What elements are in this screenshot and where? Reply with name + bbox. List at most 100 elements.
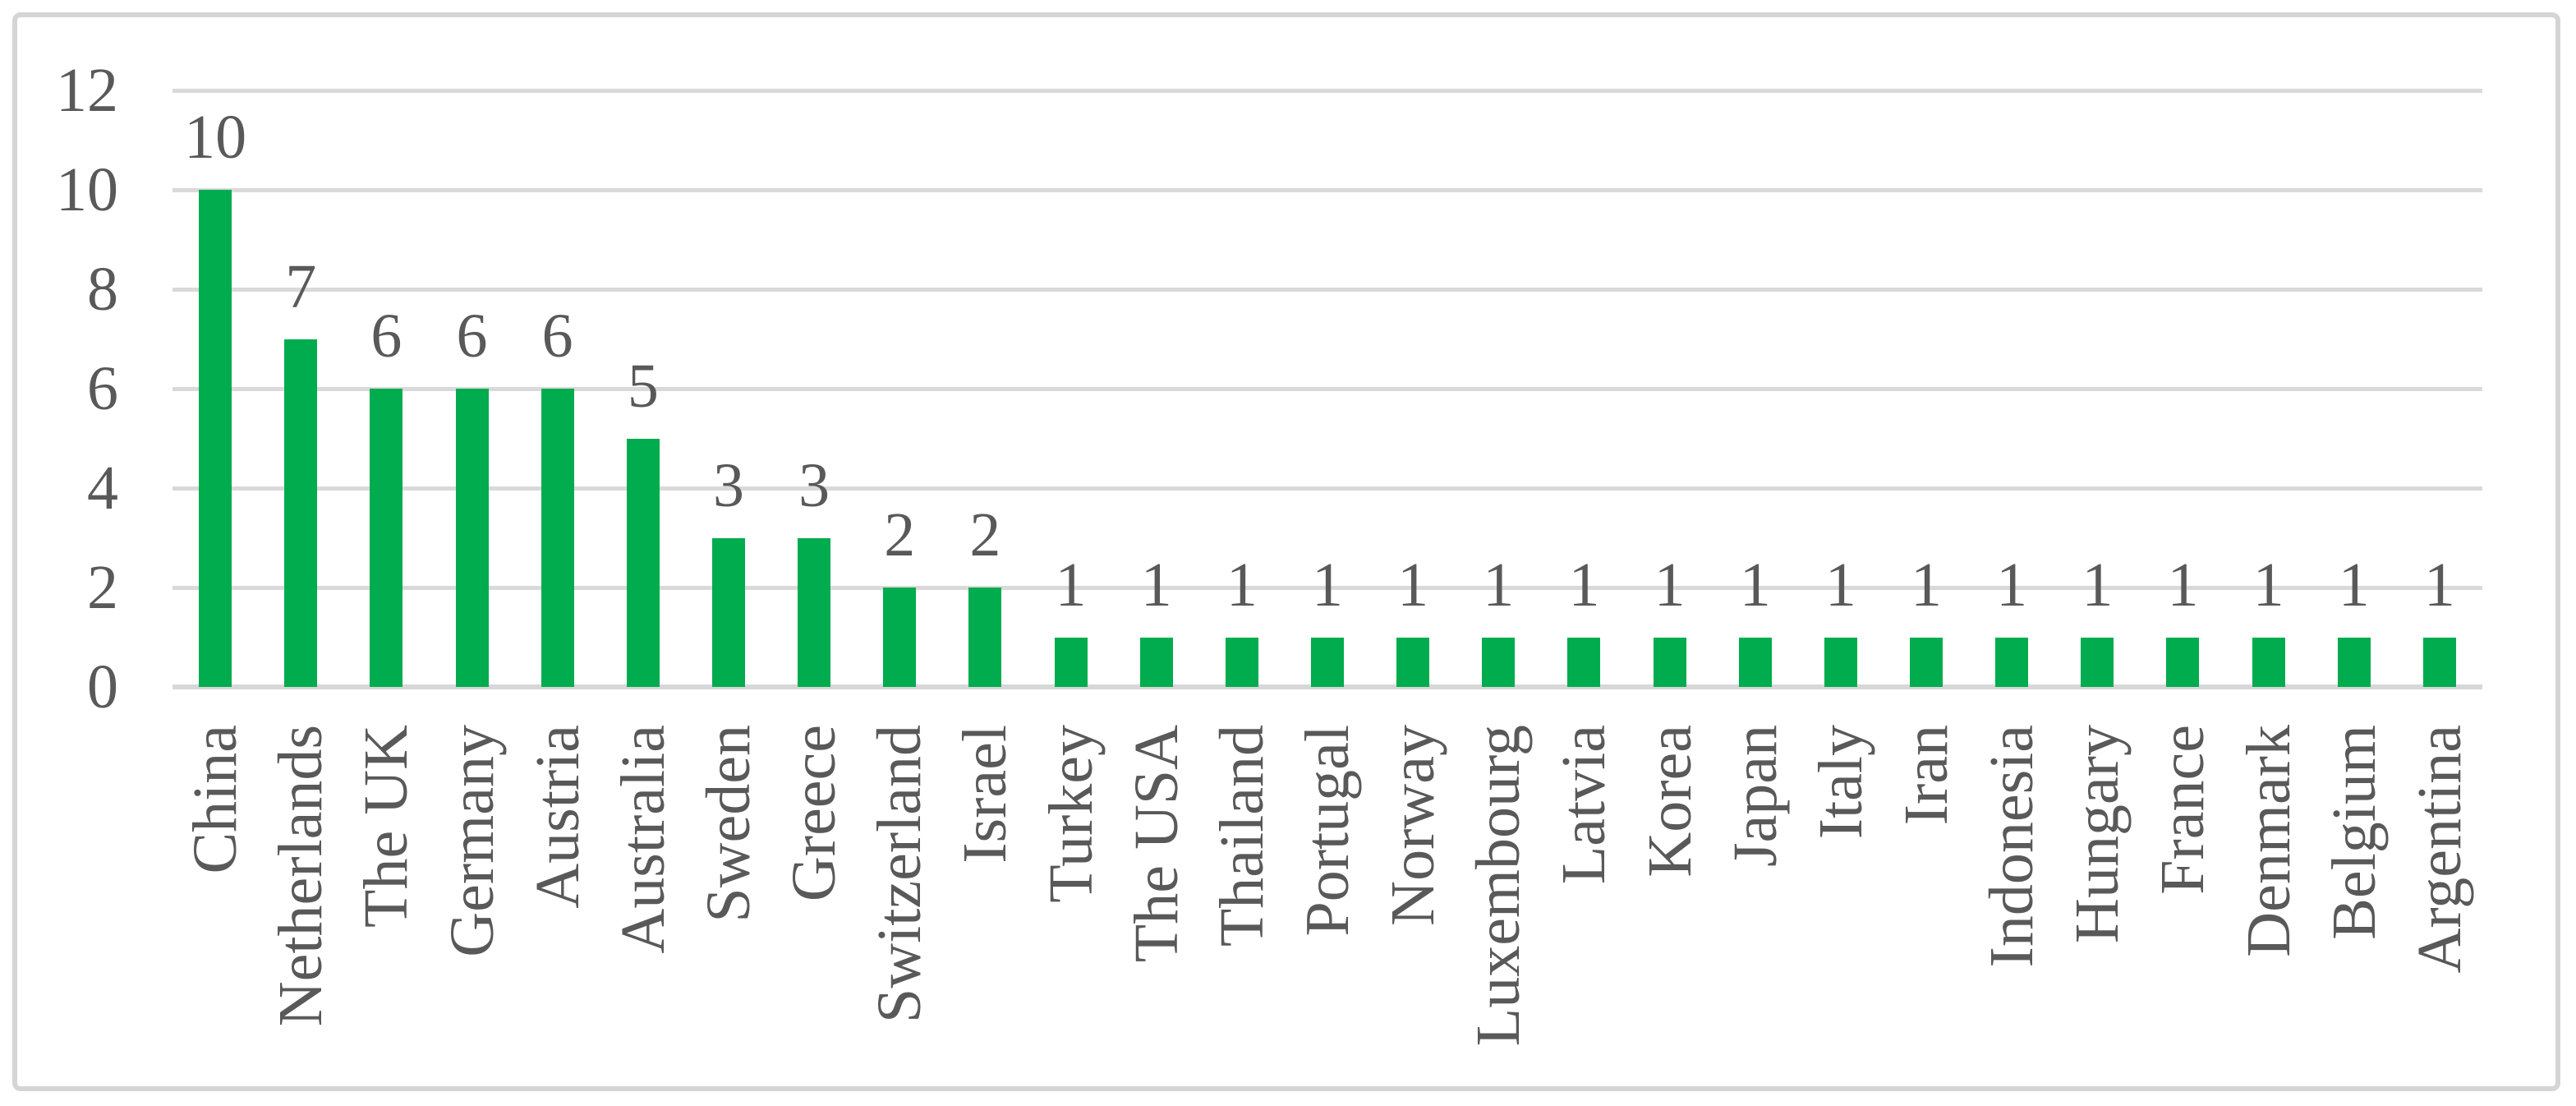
x-axis-category-wrapper: France <box>2140 725 2225 895</box>
bar <box>1738 637 1772 687</box>
bar-value-label: 10 <box>184 103 247 172</box>
x-axis-category-wrapper: Austria <box>515 725 600 909</box>
x-axis-category-wrapper: China <box>172 725 258 874</box>
bar <box>1311 637 1344 687</box>
x-axis-category-label: Luxembourg <box>1464 725 1534 1047</box>
bar-value-label: 1 <box>1654 550 1686 620</box>
x-axis-category-label: Greece <box>780 725 849 902</box>
bar <box>2081 637 2114 687</box>
chart-frame <box>12 12 2560 1091</box>
bar <box>1396 637 1430 687</box>
bar-value-label: 1 <box>1226 550 1258 620</box>
y-axis-tick-label: 6 <box>87 354 118 423</box>
bar-value-label: 5 <box>627 351 659 421</box>
x-axis-category-label: Indonesia <box>1977 725 2047 968</box>
x-axis-category-wrapper: Indonesia <box>1969 725 2054 967</box>
x-axis-category-wrapper: Portugal <box>1285 725 1370 937</box>
x-axis-category-label: Korea <box>1635 725 1704 878</box>
x-axis-category-wrapper: Italy <box>1798 725 1884 839</box>
bar <box>1910 637 1944 687</box>
bar <box>711 537 745 687</box>
bar <box>1995 637 2029 687</box>
bar-value-label: 1 <box>1397 550 1429 620</box>
x-axis-category-wrapper: Norway <box>1370 725 1456 926</box>
y-axis-tick-label: 4 <box>87 454 118 523</box>
bar-value-label: 1 <box>1996 550 2028 620</box>
bar <box>1653 637 1686 687</box>
x-axis-category-wrapper: The USA <box>1114 725 1199 962</box>
x-axis-category-wrapper: Germany <box>429 725 514 957</box>
bar-value-label: 2 <box>884 500 916 569</box>
x-axis-category-wrapper: Greece <box>771 725 857 901</box>
gridline <box>172 585 2482 590</box>
gridline <box>172 386 2482 391</box>
bar <box>540 389 574 687</box>
gridline <box>172 486 2482 491</box>
x-axis-category-label: Australia <box>608 725 678 954</box>
x-axis-category-label: Latvia <box>1549 725 1619 885</box>
x-axis-category-wrapper: Netherlands <box>258 725 343 1026</box>
bar <box>199 190 232 687</box>
x-axis-category-label: Sweden <box>693 725 763 923</box>
bar-value-label: 3 <box>798 450 830 520</box>
bar-value-label: 1 <box>1911 550 1943 620</box>
x-axis-category-wrapper: The UK <box>343 725 429 928</box>
x-axis-category-wrapper: Korea <box>1627 725 1713 878</box>
bar <box>2166 637 2200 687</box>
bar <box>370 389 403 687</box>
x-axis-category-label: Hungary <box>2063 725 2132 943</box>
bar-value-label: 1 <box>2167 550 2199 620</box>
x-axis-category-wrapper: Iran <box>1884 725 1969 825</box>
bar-value-label: 1 <box>1312 550 1343 620</box>
y-axis-tick-label: 0 <box>87 652 118 721</box>
x-axis-category-label: Denmark <box>2233 725 2303 957</box>
x-axis-category-wrapper: Thailand <box>1199 725 1285 947</box>
x-axis-category-label: The USA <box>1121 725 1191 963</box>
x-axis-category-label: Thailand <box>1207 725 1276 947</box>
bar <box>626 438 660 687</box>
x-axis-category-label: Italy <box>1806 725 1875 840</box>
x-axis-category-label: France <box>2148 725 2218 895</box>
y-axis-tick-label: 8 <box>87 255 118 324</box>
bar <box>968 588 1002 687</box>
gridline <box>172 287 2482 292</box>
x-axis-category-label: Belgium <box>2319 725 2389 940</box>
x-axis-category-label: The UK <box>352 725 421 928</box>
x-axis-line <box>172 684 2482 689</box>
bar-value-label: 6 <box>541 302 573 371</box>
bar-value-label: 7 <box>285 251 317 321</box>
bar-value-label: 1 <box>1824 550 1856 620</box>
x-axis-category-wrapper: Israel <box>942 725 1028 864</box>
plot-area: 0 2 4 6 8 10 12 10 China 7 Netherlands 6 The UK 6 Germ… <box>56 59 2482 1046</box>
x-axis-category-wrapper: Luxembourg <box>1456 725 1541 1046</box>
x-axis-category-wrapper: Hungary <box>2054 725 2140 943</box>
bar-value-label: 1 <box>1568 550 1600 620</box>
y-axis-tick-label: 2 <box>87 553 118 622</box>
bar-value-label: 3 <box>712 450 744 520</box>
x-axis-category-wrapper: Switzerland <box>857 725 942 1023</box>
x-axis-category-wrapper: Japan <box>1713 725 1798 867</box>
bar <box>1225 637 1258 687</box>
x-axis-category-wrapper: Australia <box>600 725 686 954</box>
bar <box>1482 637 1516 687</box>
x-axis-category-label: Switzerland <box>865 725 935 1024</box>
x-axis-category-label: Argentina <box>2404 725 2474 974</box>
bar <box>284 339 318 687</box>
bar-value-label: 1 <box>2338 550 2370 620</box>
bar-value-label: 1 <box>1739 550 1771 620</box>
bar-value-label: 1 <box>2082 550 2114 620</box>
bar <box>2252 637 2285 687</box>
x-axis-category-label: China <box>181 725 251 874</box>
bar-value-label: 1 <box>1055 550 1087 620</box>
x-axis-category-label: Turkey <box>1036 725 1106 903</box>
bar-value-label: 1 <box>1140 550 1172 620</box>
bar-value-label: 1 <box>2252 550 2284 620</box>
x-axis-category-label: Germany <box>437 725 507 957</box>
bar <box>1567 637 1601 687</box>
y-axis-tick-label: 10 <box>56 155 118 224</box>
x-axis-category-wrapper: Belgium <box>2312 725 2397 940</box>
bar-value-label: 1 <box>2423 550 2455 620</box>
bar <box>1139 637 1173 687</box>
x-axis-category-wrapper: Denmark <box>2226 725 2312 957</box>
